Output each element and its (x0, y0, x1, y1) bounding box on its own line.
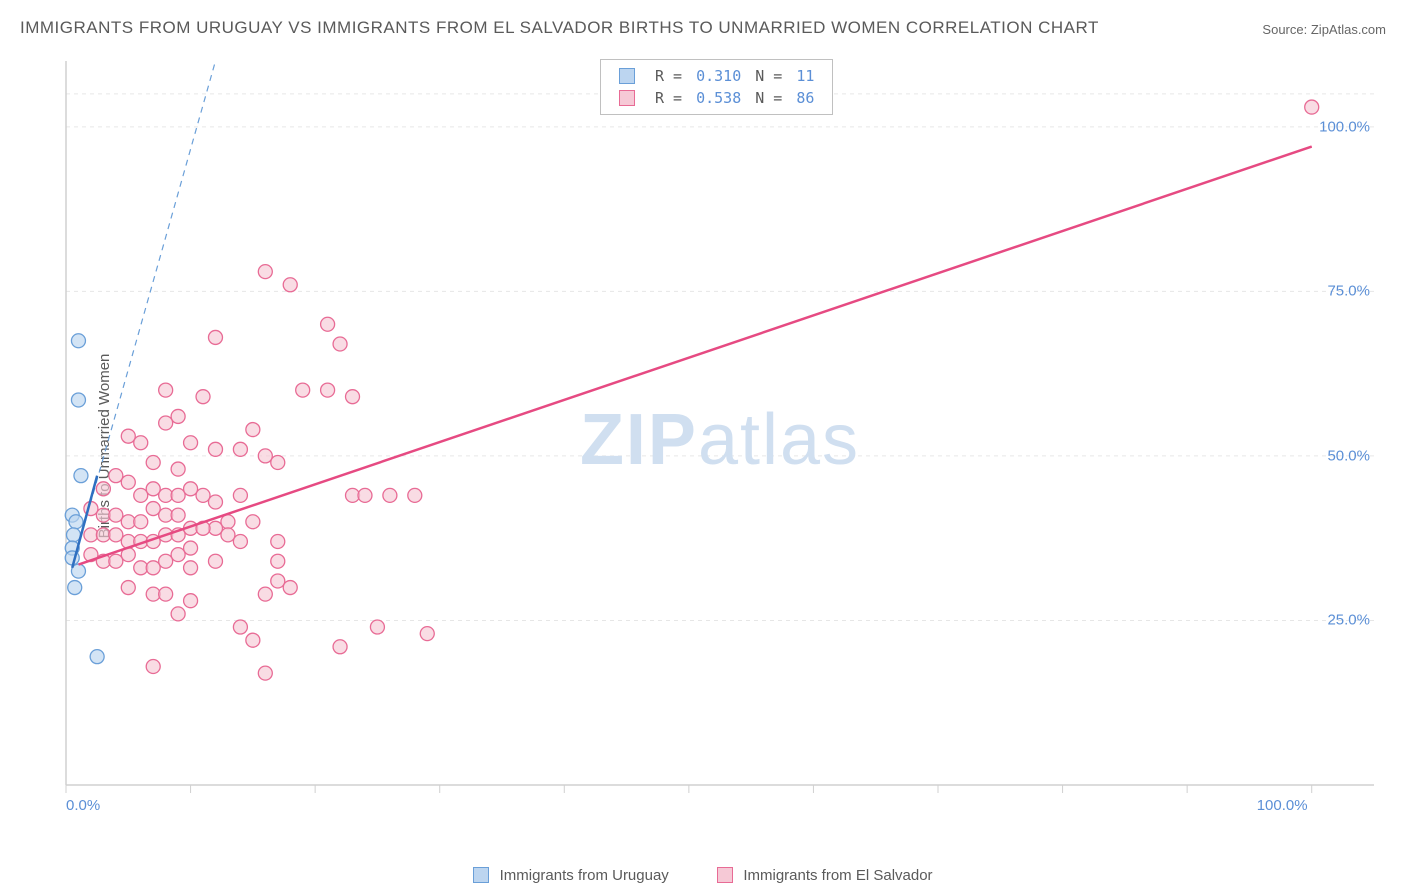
source-label: Source: (1262, 22, 1307, 37)
correlation-legend-row: R =0.310N =11 (613, 66, 820, 86)
correlation-legend-row: R =0.538N =86 (613, 88, 820, 108)
legend-label-elsalvador: Immigrants from El Salvador (743, 867, 932, 884)
correlation-legend: R =0.310N =11R =0.538N =86 (600, 59, 833, 115)
chart-title: IMMIGRANTS FROM URUGUAY VS IMMIGRANTS FR… (20, 18, 1099, 38)
x-tick-label: 100.0% (1257, 797, 1308, 814)
series-legend: Immigrants from Uruguay Immigrants from … (0, 867, 1406, 884)
legend-label-uruguay: Immigrants from Uruguay (500, 867, 669, 884)
correlation-legend-table: R =0.310N =11R =0.538N =86 (611, 64, 822, 110)
source-credit: Source: ZipAtlas.com (1262, 22, 1386, 37)
legend-swatch-uruguay (473, 867, 489, 883)
y-tick-label: 100.0% (1319, 118, 1370, 135)
y-tick-label: 25.0% (1327, 612, 1370, 629)
chart-svg (60, 55, 1380, 825)
x-tick-label: 0.0% (66, 797, 100, 814)
legend-swatch-elsalvador (717, 867, 733, 883)
source-link[interactable]: ZipAtlas.com (1311, 22, 1386, 37)
chart-plot-area: ZIPatlas R =0.310N =11R =0.538N =86 25.0… (60, 55, 1380, 825)
y-tick-label: 75.0% (1327, 283, 1370, 300)
y-tick-label: 50.0% (1327, 447, 1370, 464)
